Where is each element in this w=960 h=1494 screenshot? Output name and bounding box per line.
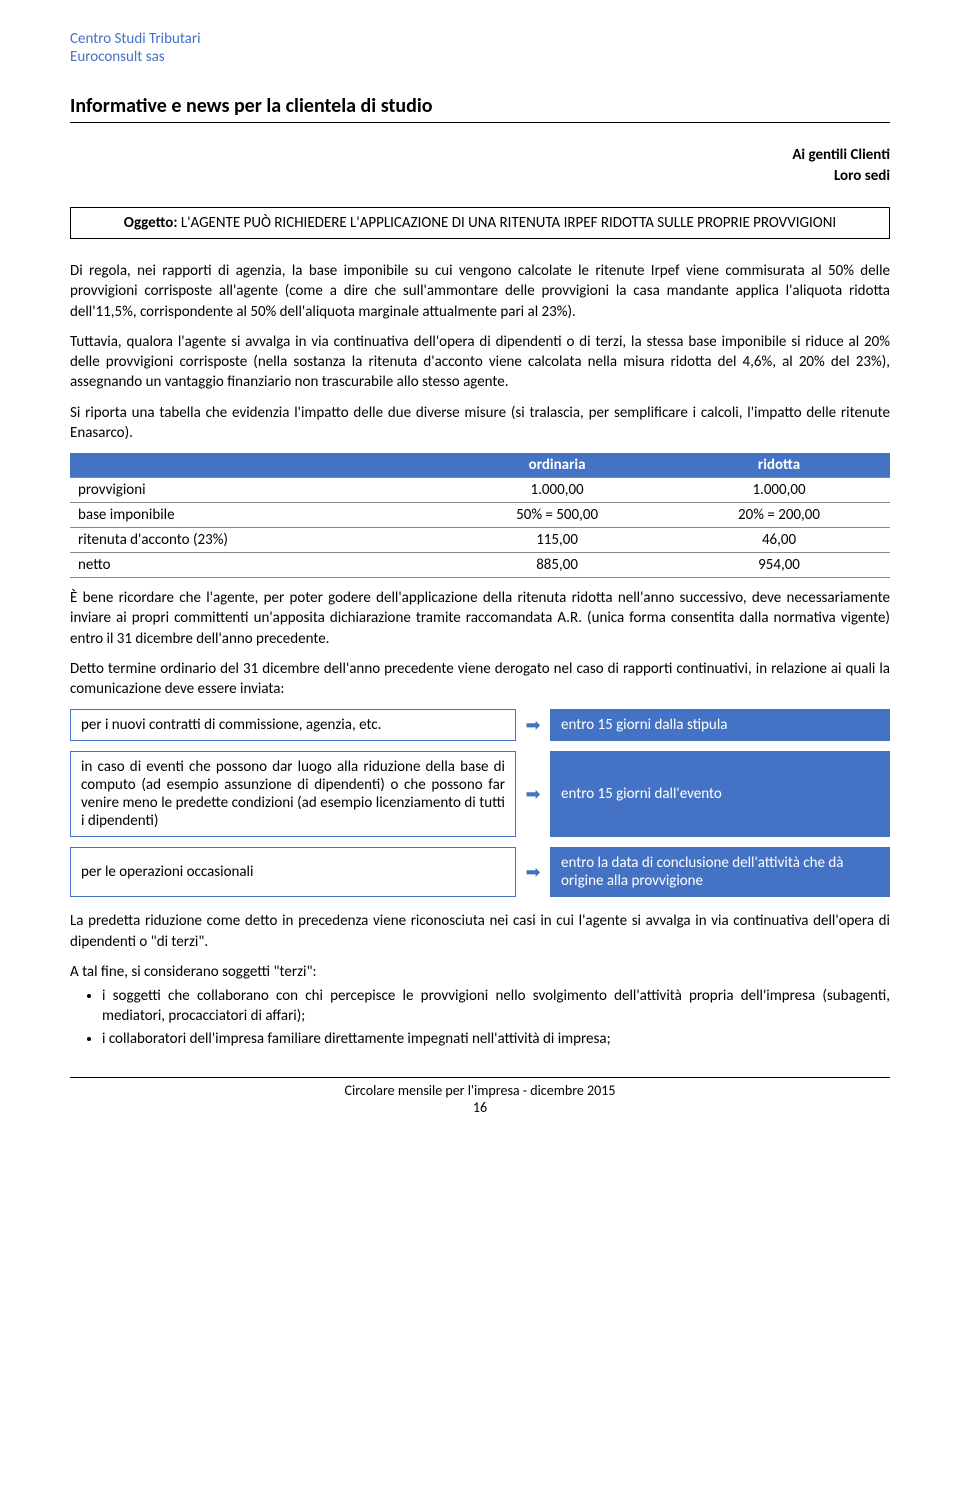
col-ordinaria: ordinaria xyxy=(446,453,668,478)
table-header-row: ordinaria ridotta xyxy=(70,453,890,478)
cell: 954,00 xyxy=(668,553,890,578)
info-right: entro 15 giorni dall'evento xyxy=(550,751,890,837)
info-left: per le operazioni occasionali xyxy=(70,847,516,897)
org-line-2: Euroconsult sas xyxy=(70,48,890,66)
cell: 885,00 xyxy=(446,553,668,578)
arrow-right-icon: ➡ xyxy=(516,709,550,741)
terzi-list: i soggetti che collaborano con chi perce… xyxy=(70,986,890,1049)
cell: netto xyxy=(70,553,446,578)
paragraph-6: La predetta riduzione come detto in prec… xyxy=(70,911,890,952)
list-item: i collaboratori dell'impresa familiare d… xyxy=(102,1029,890,1049)
cell: ritenuta d'acconto (23%) xyxy=(70,528,446,553)
col-blank xyxy=(70,453,446,478)
cell: base imponibile xyxy=(70,503,446,528)
paragraph-5: Detto termine ordinario del 31 dicembre … xyxy=(70,659,890,700)
info-left: in caso di eventi che possono dar luogo … xyxy=(70,751,516,837)
info-right: entro la data di conclusione dell'attivi… xyxy=(550,847,890,897)
paragraph-1: Di regola, nei rapporti di agenzia, la b… xyxy=(70,261,890,322)
arrow-right-icon: ➡ xyxy=(516,751,550,837)
paragraph-4: È bene ricordare che l'agente, per poter… xyxy=(70,588,890,649)
paragraph-3: Si riporta una tabella che evidenzia l'i… xyxy=(70,403,890,444)
info-left: per i nuovi contratti di commissione, ag… xyxy=(70,709,516,741)
cell: 50% = 500,00 xyxy=(446,503,668,528)
footer-line: Circolare mensile per l'impresa - dicemb… xyxy=(70,1082,890,1099)
table-row: netto 885,00 954,00 xyxy=(70,553,890,578)
paragraph-7: A tal fine, si considerano soggetti "ter… xyxy=(70,962,890,982)
page-footer: Circolare mensile per l'impresa - dicemb… xyxy=(70,1077,890,1116)
subject-box: Oggetto: L'AGENTE PUÒ RICHIEDERE L'APPLI… xyxy=(70,207,890,239)
cell: 46,00 xyxy=(668,528,890,553)
page-title: Informative e news per la clientela di s… xyxy=(70,94,890,123)
arrow-right-icon: ➡ xyxy=(516,847,550,897)
org-line-1: Centro Studi Tributari xyxy=(70,30,890,48)
paragraph-2: Tuttavia, qualora l'agente si avvalga in… xyxy=(70,332,890,393)
info-row: per le operazioni occasionali ➡ entro la… xyxy=(70,847,890,897)
list-item: i soggetti che collaborano con chi perce… xyxy=(102,986,890,1027)
subject-label: Oggetto: xyxy=(124,214,178,232)
info-row: in caso di eventi che possono dar luogo … xyxy=(70,751,890,837)
cell: 115,00 xyxy=(446,528,668,553)
cell: 20% = 200,00 xyxy=(668,503,890,528)
footer-page-number: 16 xyxy=(70,1099,890,1116)
recipient-block: Ai gentili Clienti Loro sedi xyxy=(70,145,890,187)
info-row: per i nuovi contratti di commissione, ag… xyxy=(70,709,890,741)
impact-table: ordinaria ridotta provvigioni 1.000,00 1… xyxy=(70,453,890,578)
recipient-line-2: Loro sedi xyxy=(70,166,890,187)
cell: 1.000,00 xyxy=(668,478,890,503)
subject-text: L'AGENTE PUÒ RICHIEDERE L'APPLICAZIONE D… xyxy=(181,214,836,232)
col-ridotta: ridotta xyxy=(668,453,890,478)
cell: 1.000,00 xyxy=(446,478,668,503)
table-row: provvigioni 1.000,00 1.000,00 xyxy=(70,478,890,503)
recipient-line-1: Ai gentili Clienti xyxy=(70,145,890,166)
info-right: entro 15 giorni dalla stipula xyxy=(550,709,890,741)
table-row: base imponibile 50% = 500,00 20% = 200,0… xyxy=(70,503,890,528)
org-header: Centro Studi Tributari Euroconsult sas xyxy=(70,30,890,66)
table-row: ritenuta d'acconto (23%) 115,00 46,00 xyxy=(70,528,890,553)
document-page: Centro Studi Tributari Euroconsult sas I… xyxy=(0,0,960,1136)
cell: provvigioni xyxy=(70,478,446,503)
